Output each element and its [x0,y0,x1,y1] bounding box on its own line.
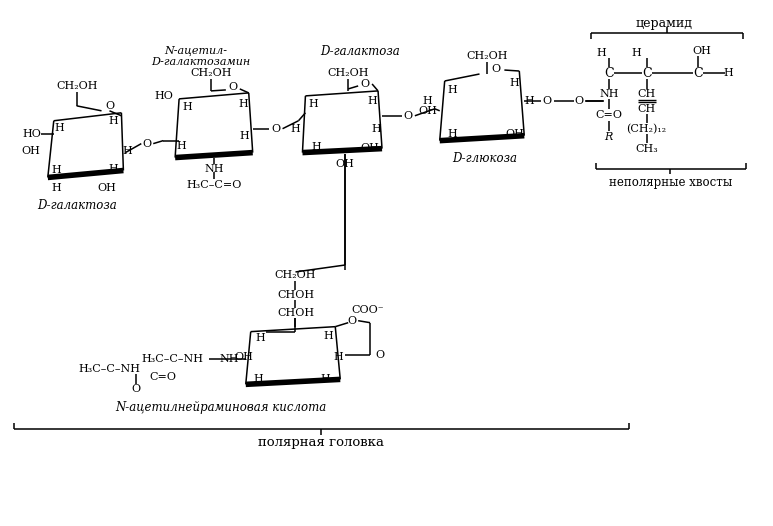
Text: H₃C–C–NH: H₃C–C–NH [79,365,141,375]
Text: CHOH: CHOH [277,308,314,318]
Text: C: C [604,66,614,79]
Text: H: H [422,96,432,106]
Text: OH: OH [419,106,438,116]
Text: COO⁻: COO⁻ [352,305,384,315]
Text: OH: OH [361,143,380,153]
Text: D-глюкоза: D-глюкоза [452,152,517,165]
Text: H: H [291,124,301,134]
Text: H: H [321,375,330,385]
Text: O: O [143,139,152,149]
Text: O: O [360,79,369,89]
Text: H: H [323,331,333,341]
Text: OH: OH [235,352,254,362]
Text: O: O [105,101,114,111]
Text: NH: NH [599,89,618,99]
Text: H: H [108,164,118,174]
Text: CH₂OH: CH₂OH [56,81,97,91]
Text: O: O [131,385,141,394]
Text: H: H [182,102,192,112]
Text: C: C [642,66,652,79]
Text: CH: CH [638,89,656,99]
Text: O: O [492,64,501,74]
Text: полярная головка: полярная головка [258,436,384,449]
Text: N-ацетил-: N-ацетил- [165,46,227,56]
Text: H: H [52,166,62,176]
Text: OH: OH [335,158,355,168]
Text: H: H [632,48,642,58]
Text: H: H [122,146,132,156]
Text: CH₃: CH₃ [635,144,658,154]
Text: OH: OH [505,129,524,139]
Text: (CH₂)₁₂: (CH₂)₁₂ [627,124,666,134]
Text: H: H [52,184,62,194]
Text: H: H [312,141,322,151]
Text: OH: OH [21,146,40,156]
Text: D-галактоза: D-галактоза [320,45,400,58]
Text: CH₂OH: CH₂OH [274,270,316,280]
Text: HO: HO [155,91,173,101]
Text: H: H [108,116,118,126]
Text: H: H [176,140,186,150]
Text: O: O [543,96,552,106]
Text: H: H [240,130,250,140]
Text: CHOH: CHOH [277,290,314,300]
Text: H: H [448,129,458,139]
Text: H: H [367,96,377,106]
Text: D-галактозамин: D-галактозамин [152,57,250,67]
Text: H: H [448,85,458,95]
Text: H₃C–C=O: H₃C–C=O [186,180,242,190]
Text: C: C [693,66,703,79]
Text: H: H [254,375,264,385]
Text: H: H [55,123,65,133]
Text: HO: HO [22,129,41,139]
Text: H: H [333,352,343,362]
Text: H: H [371,124,381,134]
Text: D-галактоза: D-галактоза [37,199,117,212]
Text: H: H [596,48,606,58]
Text: NH: NH [204,164,223,174]
Text: R: R [604,132,613,141]
Text: неполярные хвосты: неполярные хвосты [609,176,732,189]
Text: O: O [228,82,237,92]
Text: O: O [348,316,357,326]
Text: O: O [271,124,280,134]
Text: H: H [724,68,733,78]
Text: H: H [524,96,534,106]
Text: O: O [376,349,385,359]
Text: H: H [509,78,519,88]
Text: H: H [256,332,266,342]
Text: N-ацетилнейраминовая кислота: N-ацетилнейраминовая кислота [115,401,326,414]
Text: C=O: C=O [150,372,177,382]
Text: CH₂OH: CH₂OH [467,51,508,61]
Text: CH: CH [638,104,656,114]
Text: CH₂OH: CH₂OH [190,68,232,78]
Text: H₃C–C–NH: H₃C–C–NH [141,355,203,365]
Text: NH: NH [220,355,239,365]
Text: H: H [308,99,318,109]
Text: CH₂OH: CH₂OH [328,68,369,78]
Text: H: H [239,99,249,109]
Text: O: O [574,96,584,106]
Text: OH: OH [692,46,710,56]
Text: C=O: C=O [595,110,622,120]
Text: O: O [404,111,413,121]
Text: церамид: церамид [635,17,692,30]
Text: OH: OH [97,184,116,194]
